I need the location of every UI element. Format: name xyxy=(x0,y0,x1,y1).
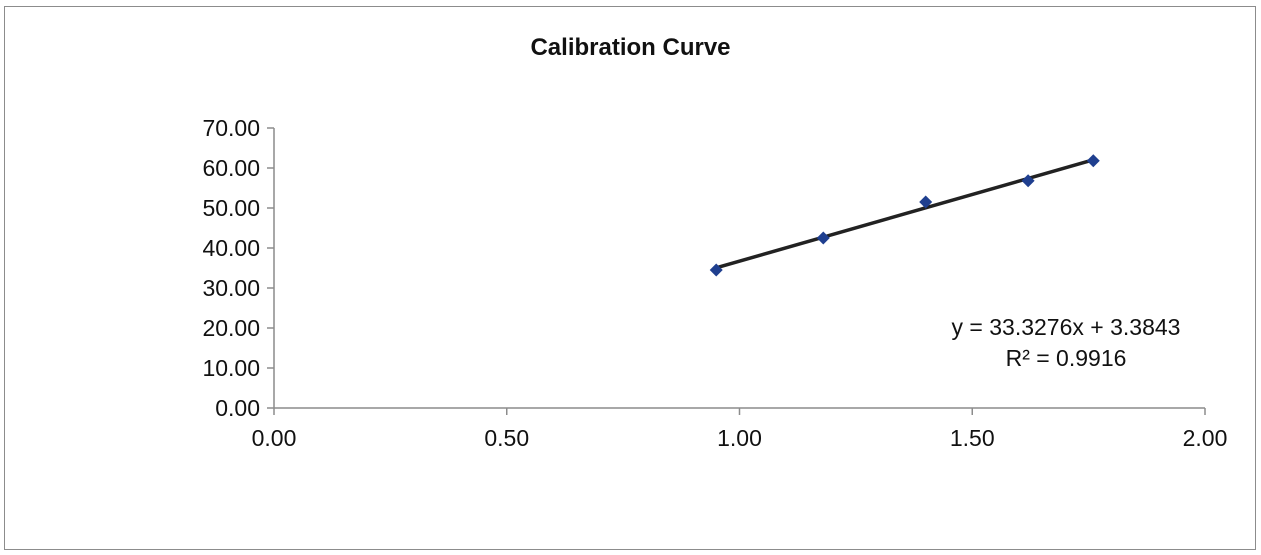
data-point xyxy=(919,195,933,209)
data-point xyxy=(816,231,830,245)
x-tick-label: 2.00 xyxy=(1183,425,1228,451)
y-tick-label: 70.00 xyxy=(202,115,260,141)
x-ticks: 0.00 0.50 1.00 1.50 2.00 xyxy=(252,408,1228,451)
y-tick-label: 10.00 xyxy=(202,355,260,381)
x-tick-label: 0.00 xyxy=(252,425,297,451)
y-tick-label: 60.00 xyxy=(202,155,260,181)
y-tick-label: 0.00 xyxy=(215,395,260,421)
data-points xyxy=(709,154,1100,277)
y-tick-label: 20.00 xyxy=(202,315,260,341)
data-point xyxy=(1086,154,1100,168)
y-ticks: 0.00 10.00 20.00 30.00 40.00 50.00 60.00 70.00 xyxy=(202,115,274,421)
trendline xyxy=(715,158,1094,270)
y-tick-label: 50.00 xyxy=(202,195,260,221)
chart-frame xyxy=(4,6,1256,550)
x-tick-label: 1.50 xyxy=(950,425,995,451)
trendline-group xyxy=(715,158,1094,270)
chart-title: Calibration Curve xyxy=(530,34,731,61)
y-tick-label: 40.00 xyxy=(202,235,260,261)
trendline-equation: y = 33.3276x + 3.3843 xyxy=(952,314,1181,340)
data-point xyxy=(1021,174,1035,188)
x-tick-label: 1.00 xyxy=(717,425,762,451)
y-tick-label: 30.00 xyxy=(202,275,260,301)
r-squared-label: R² = 0.9916 xyxy=(1006,345,1127,371)
data-point xyxy=(709,263,723,277)
x-tick-label: 0.50 xyxy=(484,425,529,451)
